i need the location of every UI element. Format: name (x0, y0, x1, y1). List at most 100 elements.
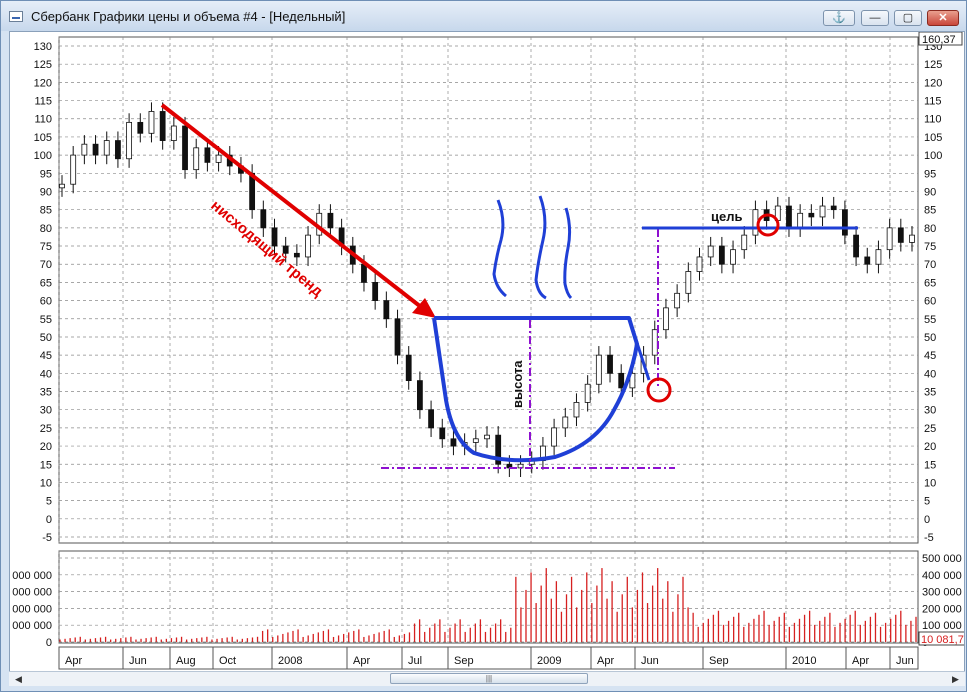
price-tick-label-right: 125 (924, 59, 942, 71)
volume-tick-label-right: 100 000 (922, 620, 962, 632)
horizontal-scrollbar[interactable]: ◀ ||| ▶ (9, 671, 965, 686)
volume-bars (59, 568, 917, 642)
price-tick-label-right: 110 (924, 114, 942, 126)
last-price-value: 160,37 (922, 34, 956, 46)
candle-body (439, 427, 446, 440)
price-tick-label-right: 90 (924, 186, 936, 198)
steam-line-1 (492, 199, 507, 298)
volume-tick-label-right: 500 000 (922, 553, 962, 565)
price-tick-label-left: 70 (40, 259, 52, 271)
price-tick-label-right: 115 (924, 96, 942, 108)
price-tick-label-right: 45 (924, 350, 936, 362)
time-tick-label: Aug (176, 655, 196, 667)
price-tick-label-left: 55 (40, 314, 52, 326)
candle-body (741, 234, 748, 251)
breakout-circle (646, 377, 672, 403)
price-tick-label-right: 10 (924, 477, 936, 489)
candle-body (875, 249, 882, 265)
candle-body (472, 438, 479, 443)
maximize-button[interactable]: ▢ (894, 10, 922, 26)
price-tick-label-right: 50 (924, 332, 936, 344)
price-tick-label-left: 110 (34, 114, 52, 126)
volume-tick-label-left: 0 (46, 637, 52, 649)
candle-body (674, 292, 681, 309)
anchor-button[interactable]: ⚓ (823, 10, 855, 26)
price-tick-label-right: 105 (924, 132, 942, 144)
volume-tick-label-right: 200 000 (922, 603, 962, 615)
chart-area[interactable]: 130 125 120 115 110 105 100 95 90 85 80 75 70 65 60 55 5… (9, 31, 965, 686)
time-tick-label: 2009 (537, 655, 561, 667)
time-tick-label: Apr (597, 655, 614, 667)
price-tick-label-left: 20 (40, 441, 52, 453)
price-tick-label-left: 0 (46, 514, 52, 526)
price-tick-label-right: 65 (924, 277, 936, 289)
downtrend-arrow-head (412, 298, 436, 318)
candle-body (70, 154, 77, 185)
volume-tick-label-left: 000 000 (12, 570, 52, 582)
candle-body (808, 212, 815, 218)
price-tick-label-left: 45 (40, 350, 52, 362)
price-tick-label-left: -5 (42, 532, 52, 544)
price-tick-label-left: 25 (40, 423, 52, 435)
title-bar[interactable]: Сбербанк Графики цены и объема #4 - [Нед… (1, 1, 966, 31)
downtrend-arrow-line (160, 103, 432, 316)
candle-body (718, 245, 725, 265)
price-tick-label-left: 5 (46, 496, 52, 508)
candle-body (618, 372, 625, 389)
time-tick-label: Apr (852, 655, 869, 667)
cup-handle-line (627, 317, 651, 381)
price-tick-label-right: 55 (924, 314, 936, 326)
candle-body (730, 249, 736, 265)
time-tick-label: 2008 (278, 655, 302, 667)
price-tick-label-right: 40 (924, 368, 936, 380)
price-grid (58, 37, 918, 543)
price-tick-label-right: 35 (924, 387, 936, 399)
price-tick-label-right: 20 (924, 441, 936, 453)
price-tick-label-left: 100 (34, 150, 52, 162)
window-title: Сбербанк Графики цены и объема #4 - [Нед… (31, 9, 346, 24)
price-tick-label-right: 30 (924, 405, 936, 417)
candle-body (159, 111, 166, 141)
scroll-right-arrow[interactable]: ▶ (952, 674, 959, 684)
price-volume-chart[interactable]: 1301251201151101051009590858075706560555… (10, 32, 965, 672)
minimize-button[interactable]: — (861, 10, 889, 26)
price-tick-label-left: 40 (40, 368, 52, 380)
price-tick-label-right: 15 (924, 459, 936, 471)
price-tick-label-right: -5 (924, 532, 934, 544)
volume-grid (58, 551, 918, 643)
candle-body (909, 234, 915, 243)
price-tick-label-left: 90 (40, 186, 52, 198)
price-tick-label-right: 60 (924, 296, 936, 308)
price-axis-left: 1301251201151101051009590858075706560555… (34, 41, 52, 544)
price-tick-label-right: 120 (924, 77, 942, 89)
candle-body (786, 205, 792, 229)
steam-line-3 (563, 207, 573, 300)
candle-body (115, 140, 121, 160)
candle-body (707, 245, 714, 258)
candle-body (819, 205, 826, 218)
price-tick-label-right: 95 (924, 168, 936, 180)
candle-body (573, 402, 580, 418)
time-tick-label: Jun (129, 655, 147, 667)
target-label: цель (711, 209, 742, 224)
candle-body (629, 372, 636, 389)
time-tick-label: Sep (709, 655, 729, 667)
volume-panel (58, 550, 919, 644)
candle-body (148, 111, 155, 134)
candle-body (361, 263, 367, 283)
time-tick-label: 2010 (792, 655, 816, 667)
price-tick-label-left: 75 (40, 241, 52, 253)
price-tick-label-left: 130 (34, 41, 52, 53)
candle-body (584, 383, 591, 403)
cup-pattern (432, 316, 639, 463)
price-tick-label-left: 105 (34, 132, 52, 144)
time-tick-label: Sep (454, 655, 474, 667)
volume-tick-label-left: 000 000 (12, 620, 52, 632)
scroll-left-arrow[interactable]: ◀ (15, 674, 22, 684)
candle-body (394, 318, 401, 356)
price-tick-label-left: 120 (34, 77, 52, 89)
scroll-thumb[interactable]: ||| (390, 673, 588, 684)
close-button[interactable]: ✕ (927, 10, 959, 26)
candle-body (372, 282, 379, 301)
